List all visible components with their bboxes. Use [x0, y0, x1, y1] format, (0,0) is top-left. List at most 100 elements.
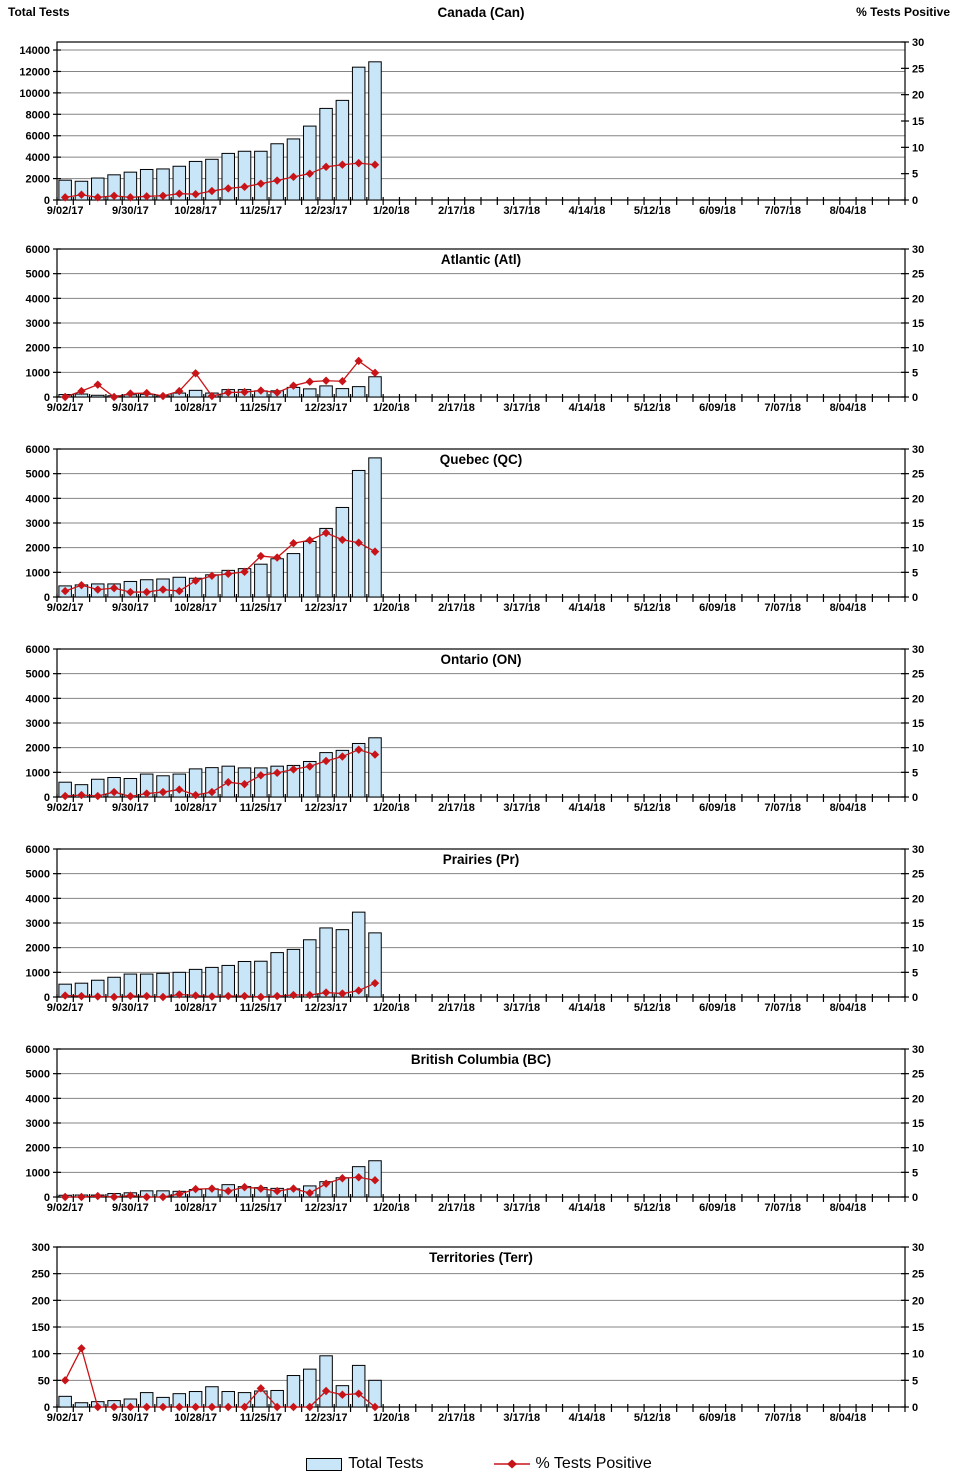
pct-marker-week-12/02/17: [272, 1402, 282, 1412]
x-tick-label: 4/14/18: [569, 602, 606, 614]
x-tick-label: 6/09/18: [699, 602, 736, 614]
legend-item-pct-positive: % Tests Positive: [493, 1455, 652, 1473]
left-tick-label: 0: [44, 592, 50, 604]
x-tick-label: 9/02/17: [47, 1412, 84, 1424]
x-tick-label: 1/20/18: [373, 1412, 410, 1424]
right-tick-label: 20: [912, 1295, 924, 1307]
pct-marker-week-9/30/17: [126, 1191, 135, 1200]
chart-svg-territories: 0 50 100 150 200 250 300 0 5 10 15 20 25 30 9/02/17 9/3…: [32, 1242, 925, 1424]
x-tick-label: 9/02/17: [47, 205, 84, 217]
right-tick-label: 15: [912, 918, 924, 930]
x-tick-label: 7/07/18: [764, 802, 801, 814]
bar-week-1/13/18: [368, 932, 382, 998]
left-tick-label: 4000: [26, 893, 50, 905]
right-tick-label: 25: [912, 269, 924, 281]
x-tick-label: 4/14/18: [569, 1202, 606, 1214]
x-tick-label: 9/30/17: [112, 205, 149, 217]
bar-week-12/30/17: [335, 99, 350, 201]
pct-marker-week-12/23/17: [321, 1386, 331, 1396]
bar-week-12/02/17: [270, 952, 284, 998]
pct-marker-week-10/14/17: [158, 1402, 168, 1412]
x-tick-label: 3/17/18: [503, 602, 540, 614]
bar-week-10/21/17: [172, 165, 187, 201]
x-tick-label: 5/12/18: [634, 602, 671, 614]
right-tick-label: 30: [912, 844, 924, 856]
bar-week-12/16/17: [303, 541, 317, 598]
x-tick-label: 9/02/17: [47, 802, 84, 814]
charts-container: Total Tests% Tests Positive 0 2000 4000 6000…: [0, 0, 958, 1447]
left-tick-label: 0: [44, 392, 50, 404]
left-tick-label: 8000: [26, 109, 50, 121]
pct-marker-week-12/23/17: [321, 162, 331, 172]
x-tick-label: 8/04/18: [830, 1002, 867, 1014]
pct-marker-week-11/11/17: [224, 184, 233, 193]
x-tick-label: 8/04/18: [830, 402, 867, 414]
pct-marker-week-10/14/17: [158, 992, 168, 1002]
chart-title: Prairies (Pr): [443, 852, 520, 867]
pct-marker-week-12/02/17: [272, 553, 282, 562]
pct-marker-week-12/30/17: [338, 1390, 347, 1399]
x-tick-label: 7/07/18: [764, 205, 801, 217]
x-tick-label: 10/28/17: [174, 205, 217, 217]
bar-week-11/25/17: [254, 960, 268, 998]
x-tick-label: 4/14/18: [569, 1002, 606, 1014]
chart-title: Quebec (QC): [440, 452, 523, 467]
x-tick-label: 2/17/18: [438, 1002, 475, 1014]
pct-marker-week-1/06/18: [354, 986, 363, 995]
pct-marker-week-12/30/17: [338, 535, 347, 544]
bar-week-1/13/18: [368, 376, 382, 398]
pct-marker-week-10/21/17: [175, 189, 184, 198]
pct-marker-week-11/25/17: [256, 386, 266, 395]
right-tick-label: 0: [912, 992, 918, 1004]
bar-week-12/16/17: [303, 1368, 317, 1408]
bar-week-12/16/17: [303, 760, 317, 798]
x-tick-label: 6/09/18: [699, 205, 736, 217]
chart-canada: Total Tests % Tests Positive 0 2000 4000 6000…: [0, 0, 958, 235]
bar-week-12/23/17: [319, 752, 333, 798]
bar-week-9/09/17: [74, 1402, 89, 1408]
bar-week-12/30/17: [335, 388, 350, 398]
pct-marker-week-12/23/17: [321, 376, 331, 385]
x-tick-label: 8/04/18: [830, 205, 867, 217]
left-tick-label: 4000: [26, 493, 50, 505]
x-tick-label: 4/14/18: [569, 205, 606, 217]
pct-marker-week-10/21/17: [175, 386, 184, 396]
pct-marker-week-11/11/17: [224, 1402, 233, 1412]
right-tick-label: 15: [912, 1322, 924, 1334]
bar-week-12/23/17: [319, 385, 333, 398]
x-tick-label: 12/23/17: [305, 802, 348, 814]
left-axis-title: Total Tests: [8, 5, 70, 19]
pct-marker-week-9/23/17: [109, 1402, 119, 1412]
right-tick-label: 10: [912, 1143, 924, 1155]
right-tick-label: 5: [912, 1167, 918, 1179]
pct-marker-week-11/25/17: [256, 551, 266, 561]
x-tick-label: 2/17/18: [438, 802, 475, 814]
pct-marker-week-10/14/17: [158, 1192, 168, 1202]
pct-marker-week-9/16/17: [93, 1191, 102, 1201]
right-tick-label: 10: [912, 142, 924, 154]
x-tick-label: 7/07/18: [764, 1412, 801, 1424]
right-tick-label: 15: [912, 1118, 924, 1130]
bar-week-9/02/17: [58, 1395, 72, 1408]
x-tick-label: 9/30/17: [112, 802, 149, 814]
bar-week-11/18/17: [237, 960, 252, 998]
x-tick-label: 2/17/18: [438, 602, 475, 614]
pct-marker-week-9/23/17: [109, 392, 119, 402]
x-tick-label: 7/07/18: [764, 1202, 801, 1214]
pct-marker-week-9/23/17: [109, 992, 119, 1002]
pct-marker-week-10/21/17: [175, 1402, 184, 1412]
chart-territories: 0 50 100 150 200 250 300 0 5 10 15 20 25 30 9/02/17 9/3…: [0, 1235, 958, 1447]
pct-marker-week-10/28/17: [191, 991, 200, 1000]
pct-marker-week-9/16/17: [93, 380, 102, 389]
pct-marker-week-10/07/17: [142, 789, 151, 798]
x-tick-label: 10/28/17: [174, 1412, 217, 1424]
x-tick-label: 6/09/18: [699, 1002, 736, 1014]
x-tick-label: 11/25/17: [240, 1412, 282, 1424]
right-tick-label: 30: [912, 1044, 924, 1056]
x-tick-label: 11/25/17: [240, 1002, 282, 1014]
left-tick-label: 5000: [26, 869, 50, 881]
left-tick-label: 2000: [26, 743, 50, 755]
pct-marker-week-10/21/17: [175, 785, 184, 794]
x-tick-label: 1/20/18: [373, 402, 410, 414]
